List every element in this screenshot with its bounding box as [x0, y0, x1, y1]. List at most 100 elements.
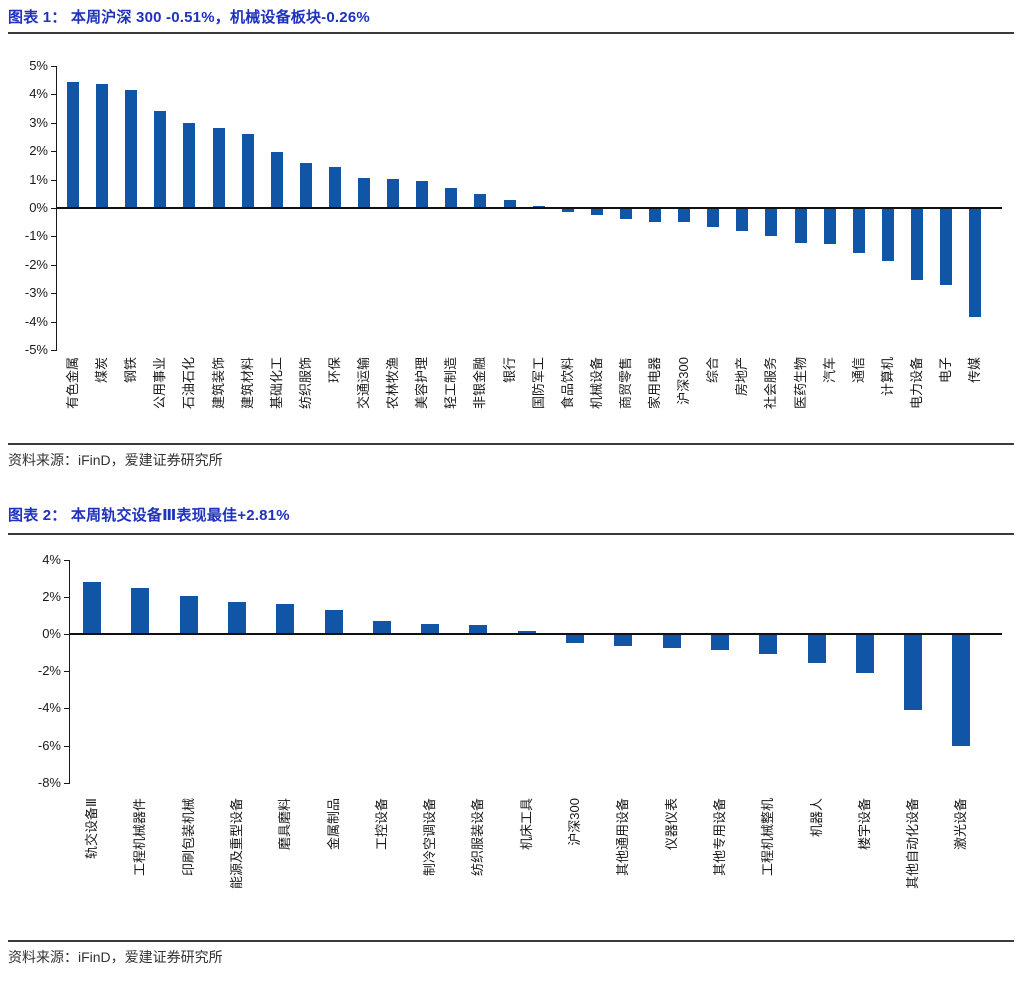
x-axis-label-医药生物: 医药生物 [793, 357, 808, 410]
y-axis-label: -6% [37, 738, 61, 753]
y-axis-tick [64, 597, 70, 598]
y-axis-label: 2% [29, 143, 48, 158]
bar-沪深300 [678, 208, 690, 222]
x-axis-label-美容护理: 美容护理 [414, 357, 429, 410]
bar-公用事业 [154, 111, 166, 208]
bar-机床工具 [518, 631, 536, 634]
y-axis-label: -4% [24, 314, 48, 329]
x-axis-label-楼宇设备: 楼宇设备 [857, 798, 872, 851]
x-axis-label-工程机械整机: 工程机械整机 [760, 798, 775, 877]
bar-基础化工 [271, 152, 283, 208]
x-axis-label-工控设备: 工控设备 [374, 798, 389, 851]
y-axis-label: 1% [29, 172, 48, 187]
figure-1-title: 图表 1： 本周沪深 300 -0.51%，机械设备板块-0.26% [8, 9, 370, 26]
bar-仪器仪表 [663, 634, 681, 648]
x-axis-label-食品饮料: 食品饮料 [560, 357, 575, 410]
bar-楼宇设备 [856, 634, 874, 673]
bar-工程机械整机 [759, 634, 777, 654]
x-axis-zero-line [57, 207, 1002, 209]
x-axis-label-建筑装饰: 建筑装饰 [211, 357, 226, 410]
bar-商贸零售 [620, 208, 632, 219]
y-axis-tick [64, 708, 70, 709]
bar-房地产 [736, 208, 748, 231]
bar-有色金属 [67, 82, 79, 208]
x-axis-label-其他通用设备: 其他通用设备 [615, 798, 630, 877]
bar-能源及重型设备 [228, 602, 246, 634]
figure-2-title-rule [8, 533, 1014, 535]
y-axis-label: 3% [29, 115, 48, 130]
bar-电子 [940, 208, 952, 285]
y-axis-tick [64, 560, 70, 561]
y-axis-label: -8% [37, 775, 61, 790]
bar-非银金融 [474, 194, 486, 208]
bar-机械设备 [591, 208, 603, 215]
bar-传媒 [969, 208, 981, 317]
bar-钢铁 [125, 90, 137, 208]
x-axis-label-电力设备: 电力设备 [909, 357, 924, 410]
figure-2-title: 图表 2： 本周轨交设备Ⅲ表现最佳+2.81% [8, 507, 290, 524]
bar-建筑材料 [242, 134, 254, 208]
bar-制冷空调设备 [421, 624, 439, 634]
bar-社会服务 [765, 208, 777, 236]
bar-激光设备 [952, 634, 970, 746]
x-axis-label-印刷包装机械: 印刷包装机械 [181, 798, 196, 877]
x-axis-label-机械设备: 机械设备 [589, 357, 604, 410]
x-axis-label-轻工制造: 轻工制造 [443, 357, 458, 410]
y-axis-label: -2% [24, 257, 48, 272]
bar-美容护理 [416, 181, 428, 208]
bar-纺织服装设备 [469, 625, 487, 634]
x-axis-label-商贸零售: 商贸零售 [618, 357, 633, 410]
bar-煤炭 [96, 84, 108, 208]
x-axis-label-有色金属: 有色金属 [65, 357, 80, 410]
y-axis-label: 0% [42, 626, 61, 641]
x-axis-label-电子: 电子 [938, 357, 953, 384]
x-axis-label-纺织服装设备: 纺织服装设备 [470, 798, 485, 877]
bar-磨具磨料 [276, 604, 294, 634]
y-axis-label: 4% [42, 552, 61, 567]
x-axis-label-环保: 环保 [327, 357, 342, 384]
bar-环保 [329, 167, 341, 208]
x-axis-label-石油石化: 石油石化 [181, 357, 196, 410]
bar-通信 [853, 208, 865, 253]
y-axis-label: 2% [42, 589, 61, 604]
bar-轻工制造 [445, 188, 457, 208]
x-axis-label-磨具磨料: 磨具磨料 [277, 798, 292, 851]
bar-计算机 [882, 208, 894, 261]
bar-其他自动化设备 [904, 634, 922, 710]
bar-石油石化 [183, 123, 195, 208]
bar-工程机械器件 [131, 588, 149, 634]
y-axis-label: -3% [24, 285, 48, 300]
bar-银行 [504, 200, 516, 208]
bar-机器人 [808, 634, 826, 663]
y-axis-tick [51, 180, 57, 181]
bar-其他专用设备 [711, 634, 729, 650]
x-axis-label-钢铁: 钢铁 [123, 357, 138, 384]
figure-2-source: 资料来源：iFinD，爱建证券研究所 [8, 949, 223, 965]
x-axis-label-通信: 通信 [851, 357, 866, 384]
x-axis-label-农林牧渔: 农林牧渔 [385, 357, 400, 410]
x-axis-label-房地产: 房地产 [734, 357, 749, 397]
y-axis-tick [51, 293, 57, 294]
x-axis-label-金属制品: 金属制品 [326, 798, 341, 851]
y-axis-label: 0% [29, 200, 48, 215]
y-axis-label: -2% [37, 663, 61, 678]
x-axis-label-其他专用设备: 其他专用设备 [712, 798, 727, 877]
bar-电力设备 [911, 208, 923, 280]
x-axis-label-家用电器: 家用电器 [647, 357, 662, 410]
x-axis-label-仪器仪表: 仪器仪表 [664, 798, 679, 851]
x-axis-label-沪深300: 沪深300 [676, 357, 691, 405]
bar-汽车 [824, 208, 836, 244]
x-axis-label-非银金融: 非银金融 [472, 357, 487, 410]
figure-1-source: 资料来源：iFinD，爱建证券研究所 [8, 452, 223, 468]
x-axis-label-机床工具: 机床工具 [519, 798, 534, 851]
y-axis-tick [51, 208, 57, 209]
x-axis-label-交通运输: 交通运输 [356, 357, 371, 410]
y-axis-tick [64, 783, 70, 784]
x-axis-label-传媒: 传媒 [967, 357, 982, 384]
y-axis-tick [51, 322, 57, 323]
bar-印刷包装机械 [180, 596, 198, 634]
bar-沪深300 [566, 634, 584, 643]
y-axis-tick [51, 350, 57, 351]
x-axis-label-工程机械器件: 工程机械器件 [132, 798, 147, 877]
bar-家用电器 [649, 208, 661, 222]
